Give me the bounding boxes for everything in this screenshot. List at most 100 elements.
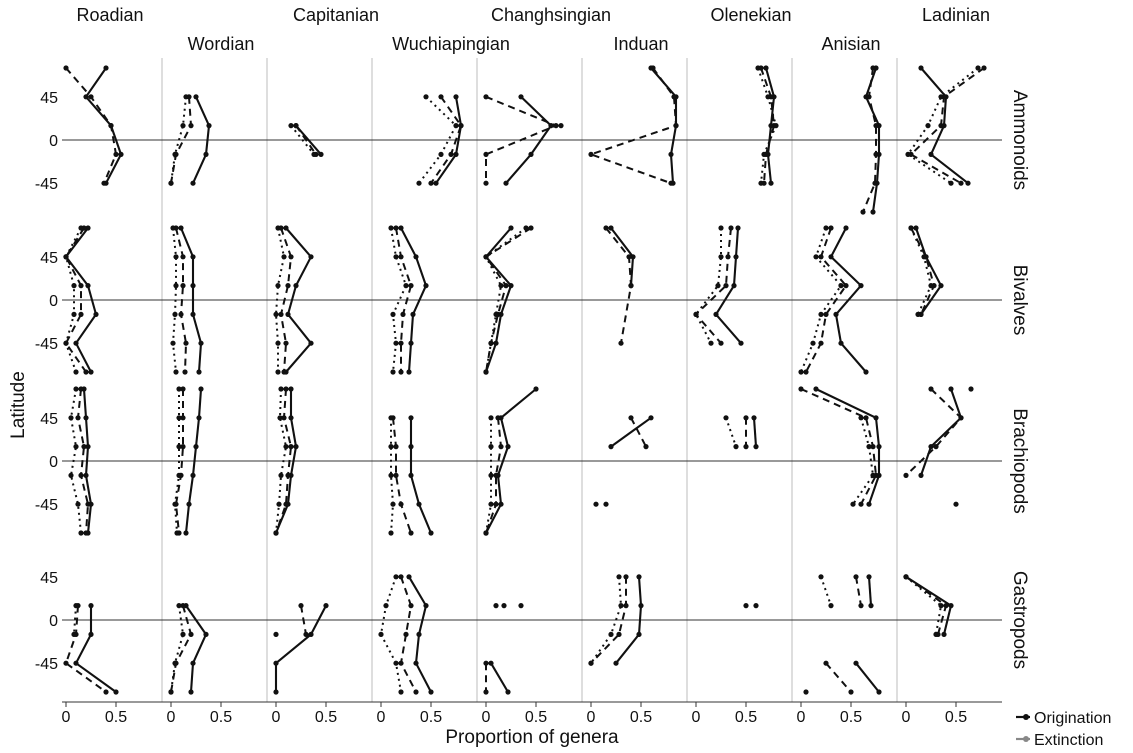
extinction-point xyxy=(398,369,404,375)
extinction-point xyxy=(63,65,69,71)
third-point xyxy=(73,603,79,609)
third-point xyxy=(948,180,954,186)
third-point xyxy=(283,444,289,450)
panel-gastropods-anisian xyxy=(803,574,882,695)
extinction-point xyxy=(588,151,594,157)
third-line xyxy=(73,605,77,635)
extinction-line xyxy=(485,417,502,534)
third-point xyxy=(173,369,179,375)
third-line xyxy=(275,227,285,372)
third-point xyxy=(803,689,809,695)
third-point xyxy=(818,574,824,580)
legend-origination-label: Origination xyxy=(1034,710,1111,727)
panel-ammonoids-wordian xyxy=(168,94,212,186)
third-point xyxy=(173,283,179,289)
extinction-point xyxy=(400,311,406,317)
extinction-point xyxy=(283,340,289,346)
third-point xyxy=(903,574,909,580)
third-point xyxy=(275,225,281,231)
third-point xyxy=(275,283,281,289)
origination-line xyxy=(400,227,428,373)
panel-gastropods-wordian xyxy=(168,603,209,695)
third-point xyxy=(915,311,921,317)
origination-point xyxy=(508,283,514,289)
panel-ammonoids-induan xyxy=(588,65,679,186)
x-tick-label: 0.5 xyxy=(525,709,547,726)
third-point xyxy=(753,603,759,609)
origination-point xyxy=(868,603,874,609)
third-point xyxy=(823,225,829,231)
extinction-point xyxy=(623,574,629,580)
third-point xyxy=(828,603,834,609)
origination-point xyxy=(498,501,504,507)
origination-point xyxy=(918,65,924,71)
third-point xyxy=(493,311,499,317)
third-point xyxy=(393,340,399,346)
extinction-line xyxy=(805,227,847,373)
extinction-point xyxy=(408,283,414,289)
origination-point xyxy=(488,660,494,666)
origination-point xyxy=(186,501,192,507)
origination-point xyxy=(508,225,514,231)
third-point xyxy=(483,254,489,260)
extinction-point xyxy=(483,689,489,695)
panel-ammonoids-ladinian xyxy=(905,65,987,186)
third-point xyxy=(180,123,186,129)
third-point xyxy=(388,225,394,231)
extinction-point xyxy=(180,415,186,421)
extinction-point xyxy=(493,472,499,478)
legend: Origination Extinction xyxy=(1016,710,1111,749)
third-point xyxy=(273,311,279,317)
legend-extinction-marker xyxy=(1023,736,1029,742)
origination-line xyxy=(920,388,963,476)
origination-point xyxy=(753,444,759,450)
extinction-point xyxy=(78,283,84,289)
third-point xyxy=(438,151,444,157)
x-tick-label: 0.5 xyxy=(420,709,442,726)
panel-ammonoids-anisian xyxy=(860,65,882,215)
third-point xyxy=(423,94,429,100)
origination-line xyxy=(82,388,93,534)
origination-point xyxy=(608,444,614,450)
extinction-point xyxy=(483,180,489,186)
third-point xyxy=(938,94,944,100)
third-point xyxy=(68,415,74,421)
extinction-line xyxy=(695,227,732,344)
extinction-point xyxy=(78,311,84,317)
third-point xyxy=(172,501,178,507)
origination-point xyxy=(293,283,299,289)
extinction-point xyxy=(873,151,879,157)
extinction-point xyxy=(858,603,864,609)
origination-line xyxy=(435,96,463,184)
origination-line xyxy=(915,227,943,315)
origination-point xyxy=(283,225,289,231)
origination-point xyxy=(103,65,109,71)
extinction-point xyxy=(863,415,869,421)
origination-point xyxy=(713,311,719,317)
origination-point xyxy=(408,340,414,346)
origination-point xyxy=(428,689,434,695)
extinction-line xyxy=(630,417,647,448)
origination-point xyxy=(428,530,434,536)
extinction-point xyxy=(180,444,186,450)
origination-point xyxy=(768,180,774,186)
third-point xyxy=(858,415,864,421)
y-tick-label: -45 xyxy=(35,656,58,673)
panel-ammonoids-capitanian xyxy=(288,123,324,157)
extinction-point xyxy=(188,631,194,638)
third-point xyxy=(176,472,182,478)
extinction-point xyxy=(928,386,934,392)
origination-line xyxy=(285,227,313,373)
origination-point xyxy=(196,415,202,421)
third-point xyxy=(765,94,771,100)
third-point xyxy=(603,501,609,507)
extinction-point xyxy=(408,530,414,536)
panel-bivalves-anisian xyxy=(798,225,869,375)
origination-point xyxy=(73,340,79,346)
origination-point xyxy=(188,689,194,695)
extinction-point xyxy=(718,340,724,346)
origination-point xyxy=(190,180,196,186)
extinction-point xyxy=(872,180,878,186)
origination-line xyxy=(84,67,123,184)
x-tick-label: 0 xyxy=(692,709,701,726)
